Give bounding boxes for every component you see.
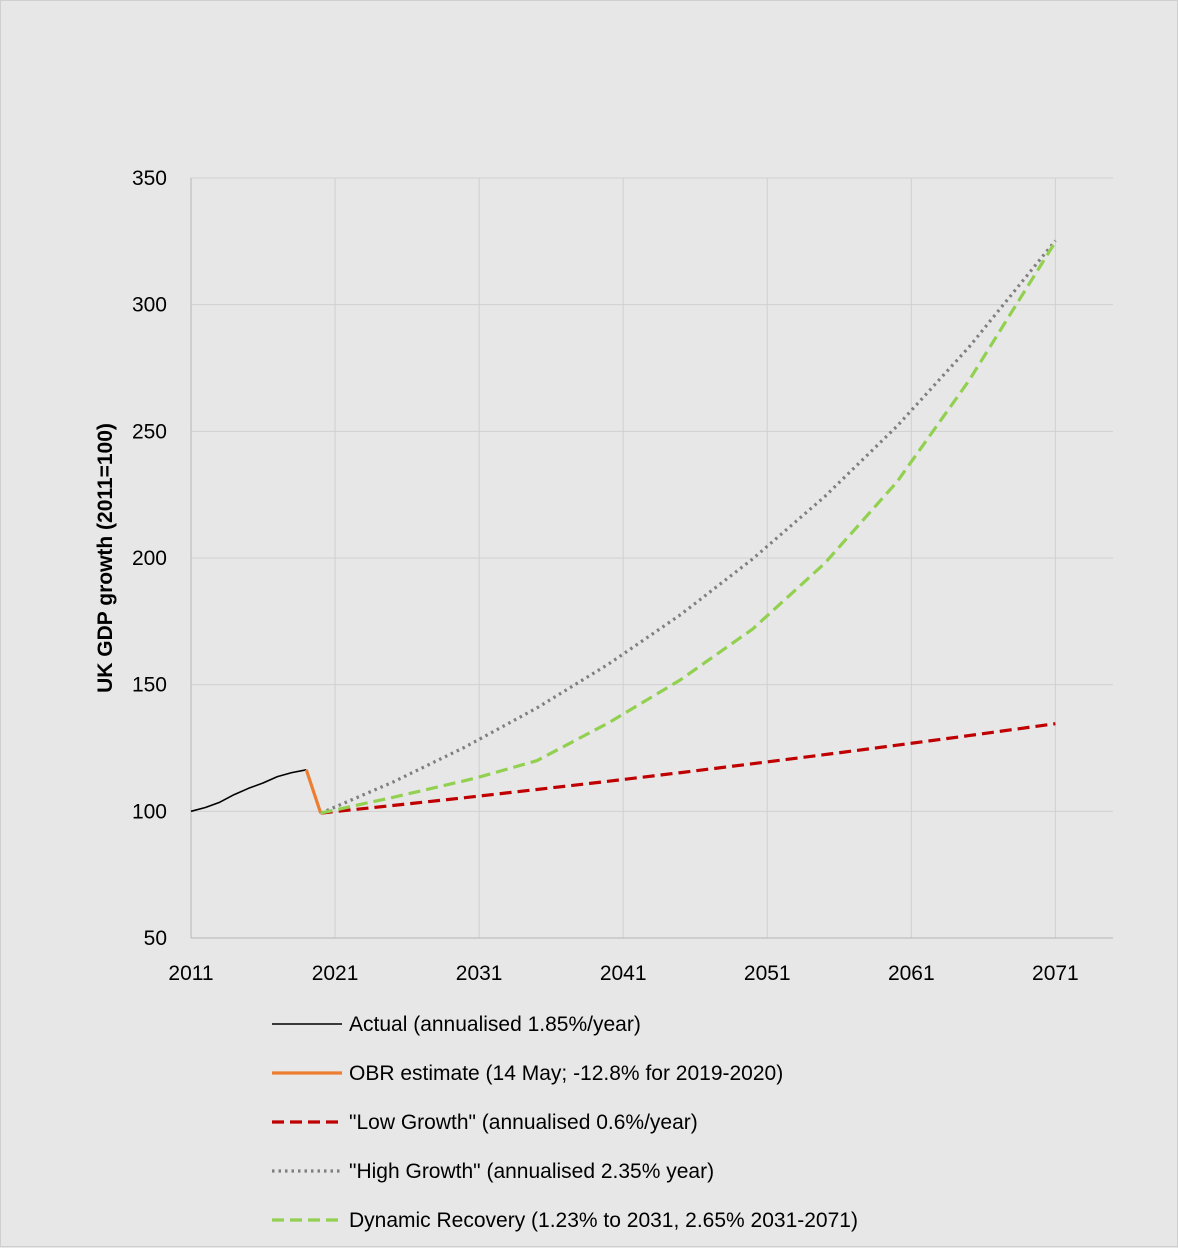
x-tick-label: 2071 <box>1032 962 1079 985</box>
series-line-3 <box>320 239 1057 815</box>
grid-lines <box>191 177 1113 938</box>
legend-label-0: Actual (annualised 1.85%/year) <box>349 1013 641 1036</box>
y-tick-label: 300 <box>132 294 167 317</box>
x-tick-label: 2011 <box>168 962 213 985</box>
y-tick-label: 100 <box>132 800 167 823</box>
x-tick-label: 2041 <box>600 962 647 985</box>
series-line-0 <box>190 769 307 813</box>
x-tick-label: 2031 <box>456 962 503 985</box>
x-tick-label: 2021 <box>312 962 359 985</box>
y-tick-label: 50 <box>144 927 167 950</box>
y-tick-label: 200 <box>132 547 167 570</box>
y-axis-label: UK GDP growth (2011=100) <box>94 423 117 693</box>
series-line-4 <box>320 240 1057 815</box>
y-tick-label: 150 <box>132 674 167 697</box>
series-line-1 <box>304 769 323 814</box>
x-tick-labels: 2011 2021 2031 2041 2051 2061 2071 <box>168 962 1078 985</box>
y-tick-labels: 50 100 150 200 250 300 350 <box>132 167 167 950</box>
y-tick-label: 350 <box>132 167 167 190</box>
x-tick-label: 2051 <box>744 962 791 985</box>
legend-label-4: Dynamic Recovery (1.23% to 2031, 2.65% 2… <box>349 1209 858 1232</box>
legend-label-1: OBR estimate (14 May; -12.8% for 2019-20… <box>349 1062 783 1085</box>
legend-label-3: "High Growth" (annualised 2.35% year) <box>349 1160 714 1183</box>
y-tick-label: 250 <box>132 420 167 443</box>
axes <box>190 178 1113 939</box>
legend: Actual (annualised 1.85%/year) OBR estima… <box>272 1013 858 1232</box>
series-lines <box>190 239 1057 815</box>
legend-label-2: "Low Growth" (annualised 0.6%/year) <box>349 1111 698 1134</box>
series-line-2 <box>320 722 1056 815</box>
x-tick-label: 2061 <box>888 962 935 985</box>
